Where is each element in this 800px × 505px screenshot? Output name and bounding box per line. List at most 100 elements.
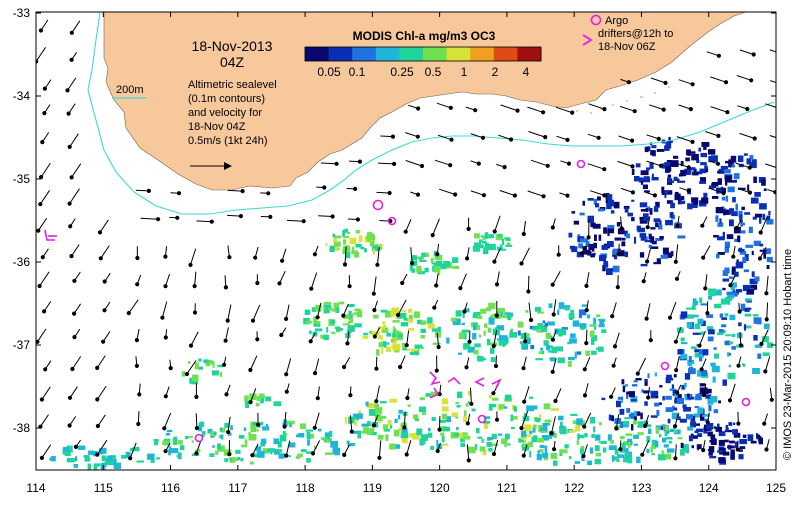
- chl-pixel: [674, 177, 678, 181]
- chl-pixel: [664, 444, 669, 447]
- velocity-arrow-head: [450, 138, 453, 141]
- velocity-arrow-head: [135, 364, 138, 367]
- chl-pixel: [662, 450, 665, 455]
- chl-pixel: [568, 357, 575, 360]
- velocity-arrow-head: [717, 54, 720, 57]
- velocity-arrow-head: [459, 287, 462, 290]
- velocity-arrow-head: [431, 234, 434, 237]
- chl-pixel: [235, 450, 240, 454]
- chl-pixel: [708, 405, 711, 411]
- velocity-arrow-head: [354, 187, 357, 190]
- lon-tick-label: 124: [699, 481, 719, 495]
- chl-pixel: [670, 429, 674, 432]
- chl-pixel: [708, 296, 712, 300]
- chl-pixel: [678, 235, 686, 238]
- velocity-arrow-head: [691, 83, 694, 86]
- chl-pixel: [326, 327, 328, 333]
- chl-pixel: [625, 452, 629, 456]
- chl-pixel: [645, 240, 651, 242]
- chl-pixel: [343, 239, 346, 244]
- velocity-arrow-head: [522, 454, 525, 457]
- chl-pixel: [333, 234, 336, 238]
- velocity-arrow-head: [375, 400, 378, 403]
- velocity-arrow-head: [74, 445, 77, 448]
- velocity-arrow-head: [40, 456, 43, 459]
- chl-pixel: [330, 320, 335, 324]
- chl-pixel: [757, 354, 761, 359]
- velocity-arrow-head: [653, 194, 656, 197]
- velocity-arrow-head: [765, 318, 768, 321]
- chl-pixel: [386, 347, 391, 352]
- velocity-arrow-head: [241, 190, 244, 193]
- chl-pixel: [538, 438, 544, 443]
- chl-pixel: [737, 236, 740, 243]
- velocity-arrow-head: [41, 256, 44, 259]
- velocity-arrow-head: [728, 399, 731, 402]
- chl-pixel: [714, 354, 719, 359]
- chl-pixel: [712, 196, 719, 199]
- velocity-arrow-head: [350, 430, 353, 433]
- velocity-arrow-head: [494, 364, 497, 367]
- velocity-arrow-head: [470, 402, 473, 405]
- chl-pixel: [620, 409, 625, 415]
- chl-pixel: [632, 384, 638, 386]
- chl-pixel: [357, 413, 363, 419]
- chl-pixel: [716, 207, 724, 213]
- chl-pixel: [346, 252, 351, 258]
- chl-pixel: [232, 457, 238, 461]
- chl-pixel: [578, 435, 584, 439]
- velocity-arrow-head: [228, 453, 231, 456]
- chl-pixel: [560, 329, 567, 336]
- velocity-arrow-head: [73, 336, 76, 339]
- velocity-arrow-head: [401, 281, 404, 284]
- chl-pixel: [752, 159, 757, 164]
- velocity-arrow-head: [493, 260, 496, 263]
- chl-pixel: [504, 406, 507, 408]
- velocity-arrow-head: [631, 165, 634, 168]
- velocity-arrow-head: [758, 257, 761, 260]
- chl-pixel: [641, 264, 648, 266]
- chl-pixel: [245, 439, 248, 445]
- velocity-arrow-head: [603, 168, 606, 171]
- chl-pixel: [399, 410, 403, 414]
- chl-pixel: [540, 428, 542, 431]
- chl-pixel: [721, 299, 729, 305]
- chl-pixel: [681, 171, 687, 174]
- velocity-arrow-head: [189, 344, 192, 347]
- chl-pixel: [589, 324, 596, 327]
- chl-pixel: [403, 318, 407, 321]
- chl-pixel: [274, 401, 282, 406]
- chl-pixel: [531, 406, 538, 410]
- chl-pixel: [551, 336, 553, 338]
- chl-pixel: [529, 397, 533, 399]
- chl-pixel: [71, 459, 76, 462]
- chl-pixel: [703, 145, 707, 150]
- chl-pixel: [759, 218, 761, 224]
- chl-pixel: [709, 440, 715, 443]
- velocity-arrow-head: [96, 398, 99, 401]
- chl-pixel: [558, 416, 564, 421]
- chl-pixel: [680, 201, 686, 204]
- chl-pixel: [428, 324, 435, 329]
- velocity-arrow-head: [309, 340, 312, 343]
- chl-pixel: [597, 196, 601, 200]
- chl-pixel: [178, 440, 183, 445]
- chl-pixel: [409, 315, 413, 319]
- chl-pixel: [315, 321, 321, 324]
- velocity-arrow-head: [580, 252, 583, 255]
- chl-pixel: [753, 335, 757, 341]
- chl-pixel: [427, 317, 433, 323]
- chl-pixel: [667, 177, 670, 183]
- chl-pixel: [575, 461, 580, 464]
- chl-pixel: [725, 242, 730, 248]
- velocity-arrow-head: [520, 262, 523, 265]
- chl-pixel: [505, 245, 512, 247]
- chl-pixel: [526, 310, 529, 313]
- chl-pixel: [499, 335, 501, 341]
- chl-pixel: [596, 348, 601, 350]
- velocity-arrow-head: [195, 395, 198, 398]
- velocity-arrow-head: [404, 230, 407, 233]
- chl-pixel: [480, 446, 486, 451]
- chl-pixel: [732, 197, 736, 202]
